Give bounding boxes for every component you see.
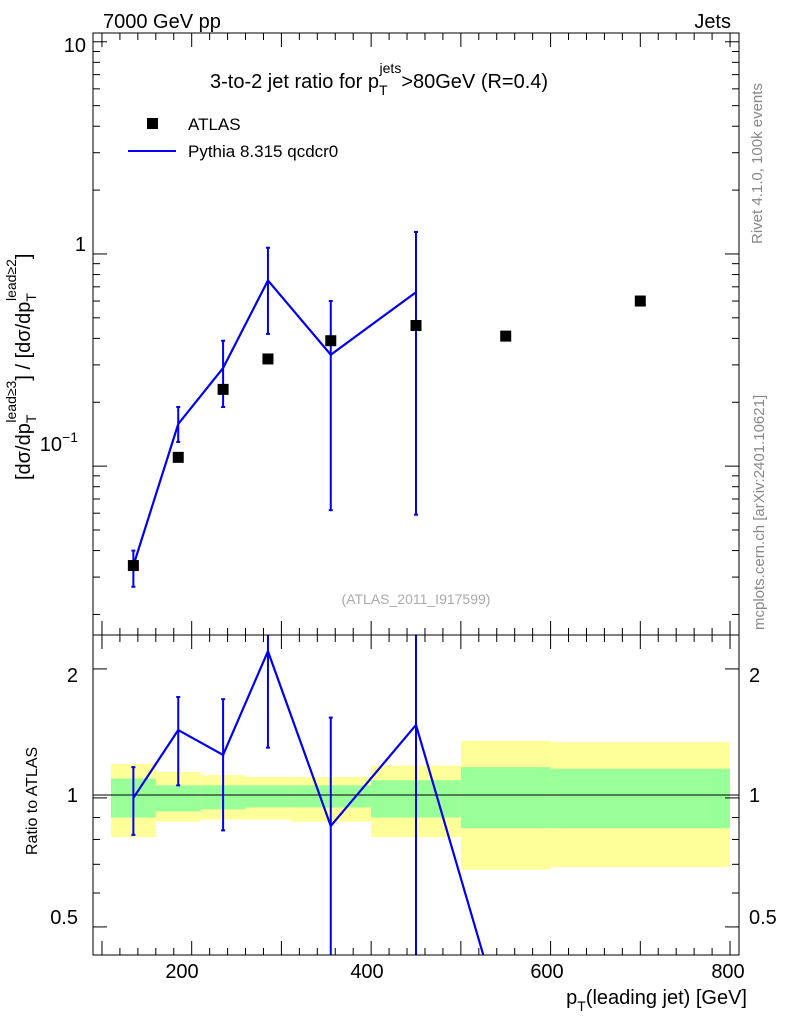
ylabel-part-1: [dσ/dp — [13, 423, 35, 480]
atlas-data-point — [500, 330, 512, 342]
ratio-bands — [110, 740, 731, 870]
x-tick-label-400: 400 — [350, 961, 383, 983]
ratio-series-line — [132, 648, 485, 956]
atlas-data-point — [217, 383, 229, 395]
header-left: 7000 GeV pp — [103, 11, 221, 33]
main-y-tick-label-0.1-exp: −1 — [62, 429, 78, 445]
main-y-tick-label-0.1-base: 10 — [40, 434, 62, 456]
main-y-tick-label-1: 1 — [75, 234, 86, 256]
ratio-y-tick-label-0.5-left: 0.5 — [50, 907, 78, 929]
atlas-data-point — [262, 353, 274, 365]
mc-series-line — [132, 278, 417, 566]
ratio-ticks — [93, 635, 739, 955]
atlas-data-point — [410, 320, 422, 332]
main-y-label: [dσ/dpTlead≥3] / [dσ/dpTlead≥2] — [3, 254, 39, 480]
rivet-label: Rivet 4.1.0, 100k events — [749, 83, 766, 244]
atlas-data-point — [325, 335, 337, 347]
ylabel-part-5: T — [23, 293, 39, 302]
main-title: 3-to-2 jet ratio for pTjets>80GeV (R=0.4… — [210, 60, 548, 98]
main-panel: 10 1 10−1 3-to-2 jet ratio for pTjets>80… — [3, 32, 740, 636]
ratio-frame — [92, 634, 740, 956]
title-sup: jets — [379, 60, 402, 76]
main-y-ticks — [93, 33, 739, 635]
main-y-tick-label-10: 10 — [64, 35, 86, 57]
ratio-panel: 2 1 0.5 2 1 0.5 200 400 600 800 Ratio to… — [24, 634, 777, 1014]
legend-pythia-label: Pythia 8.315 qcdcr0 — [188, 142, 338, 161]
x-tick-label-800: 800 — [711, 961, 744, 983]
ratio-y-tick-label-1-left: 1 — [67, 785, 78, 807]
mcplots-label: mcplots.cern.ch [arXiv:2401.10621] — [751, 395, 768, 630]
legend-atlas-marker — [147, 118, 158, 129]
ratio-inner-band — [550, 768, 731, 829]
ylabel-part-3: lead≥3 — [3, 380, 19, 422]
xlabel-rest: (leading jet) [GeV] — [586, 987, 747, 1009]
atlas-data-point — [634, 295, 646, 307]
ratio-y-tick-label-2-right: 2 — [749, 665, 760, 687]
ratio-marks — [131, 635, 485, 956]
xlabel-sub: T — [577, 998, 586, 1014]
atlas-data-point — [172, 451, 184, 463]
atlas-data-point — [127, 560, 139, 572]
ratio-y-tick-label-1-right: 1 — [749, 785, 760, 807]
xlabel-p: p — [566, 987, 577, 1009]
x-axis-label: pT(leading jet) [GeV] — [566, 987, 747, 1014]
ylabel-part-4: ] / [dσ/dp — [13, 302, 35, 381]
legend: ATLAS Pythia 8.315 qcdcr0 — [128, 115, 338, 161]
title-prefix: 3-to-2 jet ratio for p — [210, 71, 379, 93]
analysis-watermark: (ATLAS_2011_I917599) — [342, 591, 491, 607]
ratio-y-tick-label-0.5-right: 0.5 — [749, 907, 777, 929]
ylabel-part-6: lead≥2 — [3, 259, 19, 301]
title-sub: T — [379, 82, 388, 98]
header-right: Jets — [694, 11, 731, 33]
ratio-inner-band — [155, 785, 201, 812]
main-y-tick-label-0.1: 10−1 — [40, 429, 78, 456]
ratio-y-tick-label-2-left: 2 — [67, 665, 78, 687]
main-marks — [127, 230, 646, 588]
ratio-y-label: Ratio to ATLAS — [24, 747, 41, 855]
ratio-inner-band — [245, 785, 291, 808]
title-suffix: >80GeV (R=0.4) — [401, 71, 548, 93]
x-tick-label-200: 200 — [165, 961, 198, 983]
ylabel-part-2: T — [23, 414, 39, 423]
ylabel-part-7: ] — [13, 254, 35, 260]
ratio-inner-band — [460, 767, 551, 829]
x-tick-label-600: 600 — [530, 961, 563, 983]
legend-atlas-label: ATLAS — [188, 115, 241, 134]
